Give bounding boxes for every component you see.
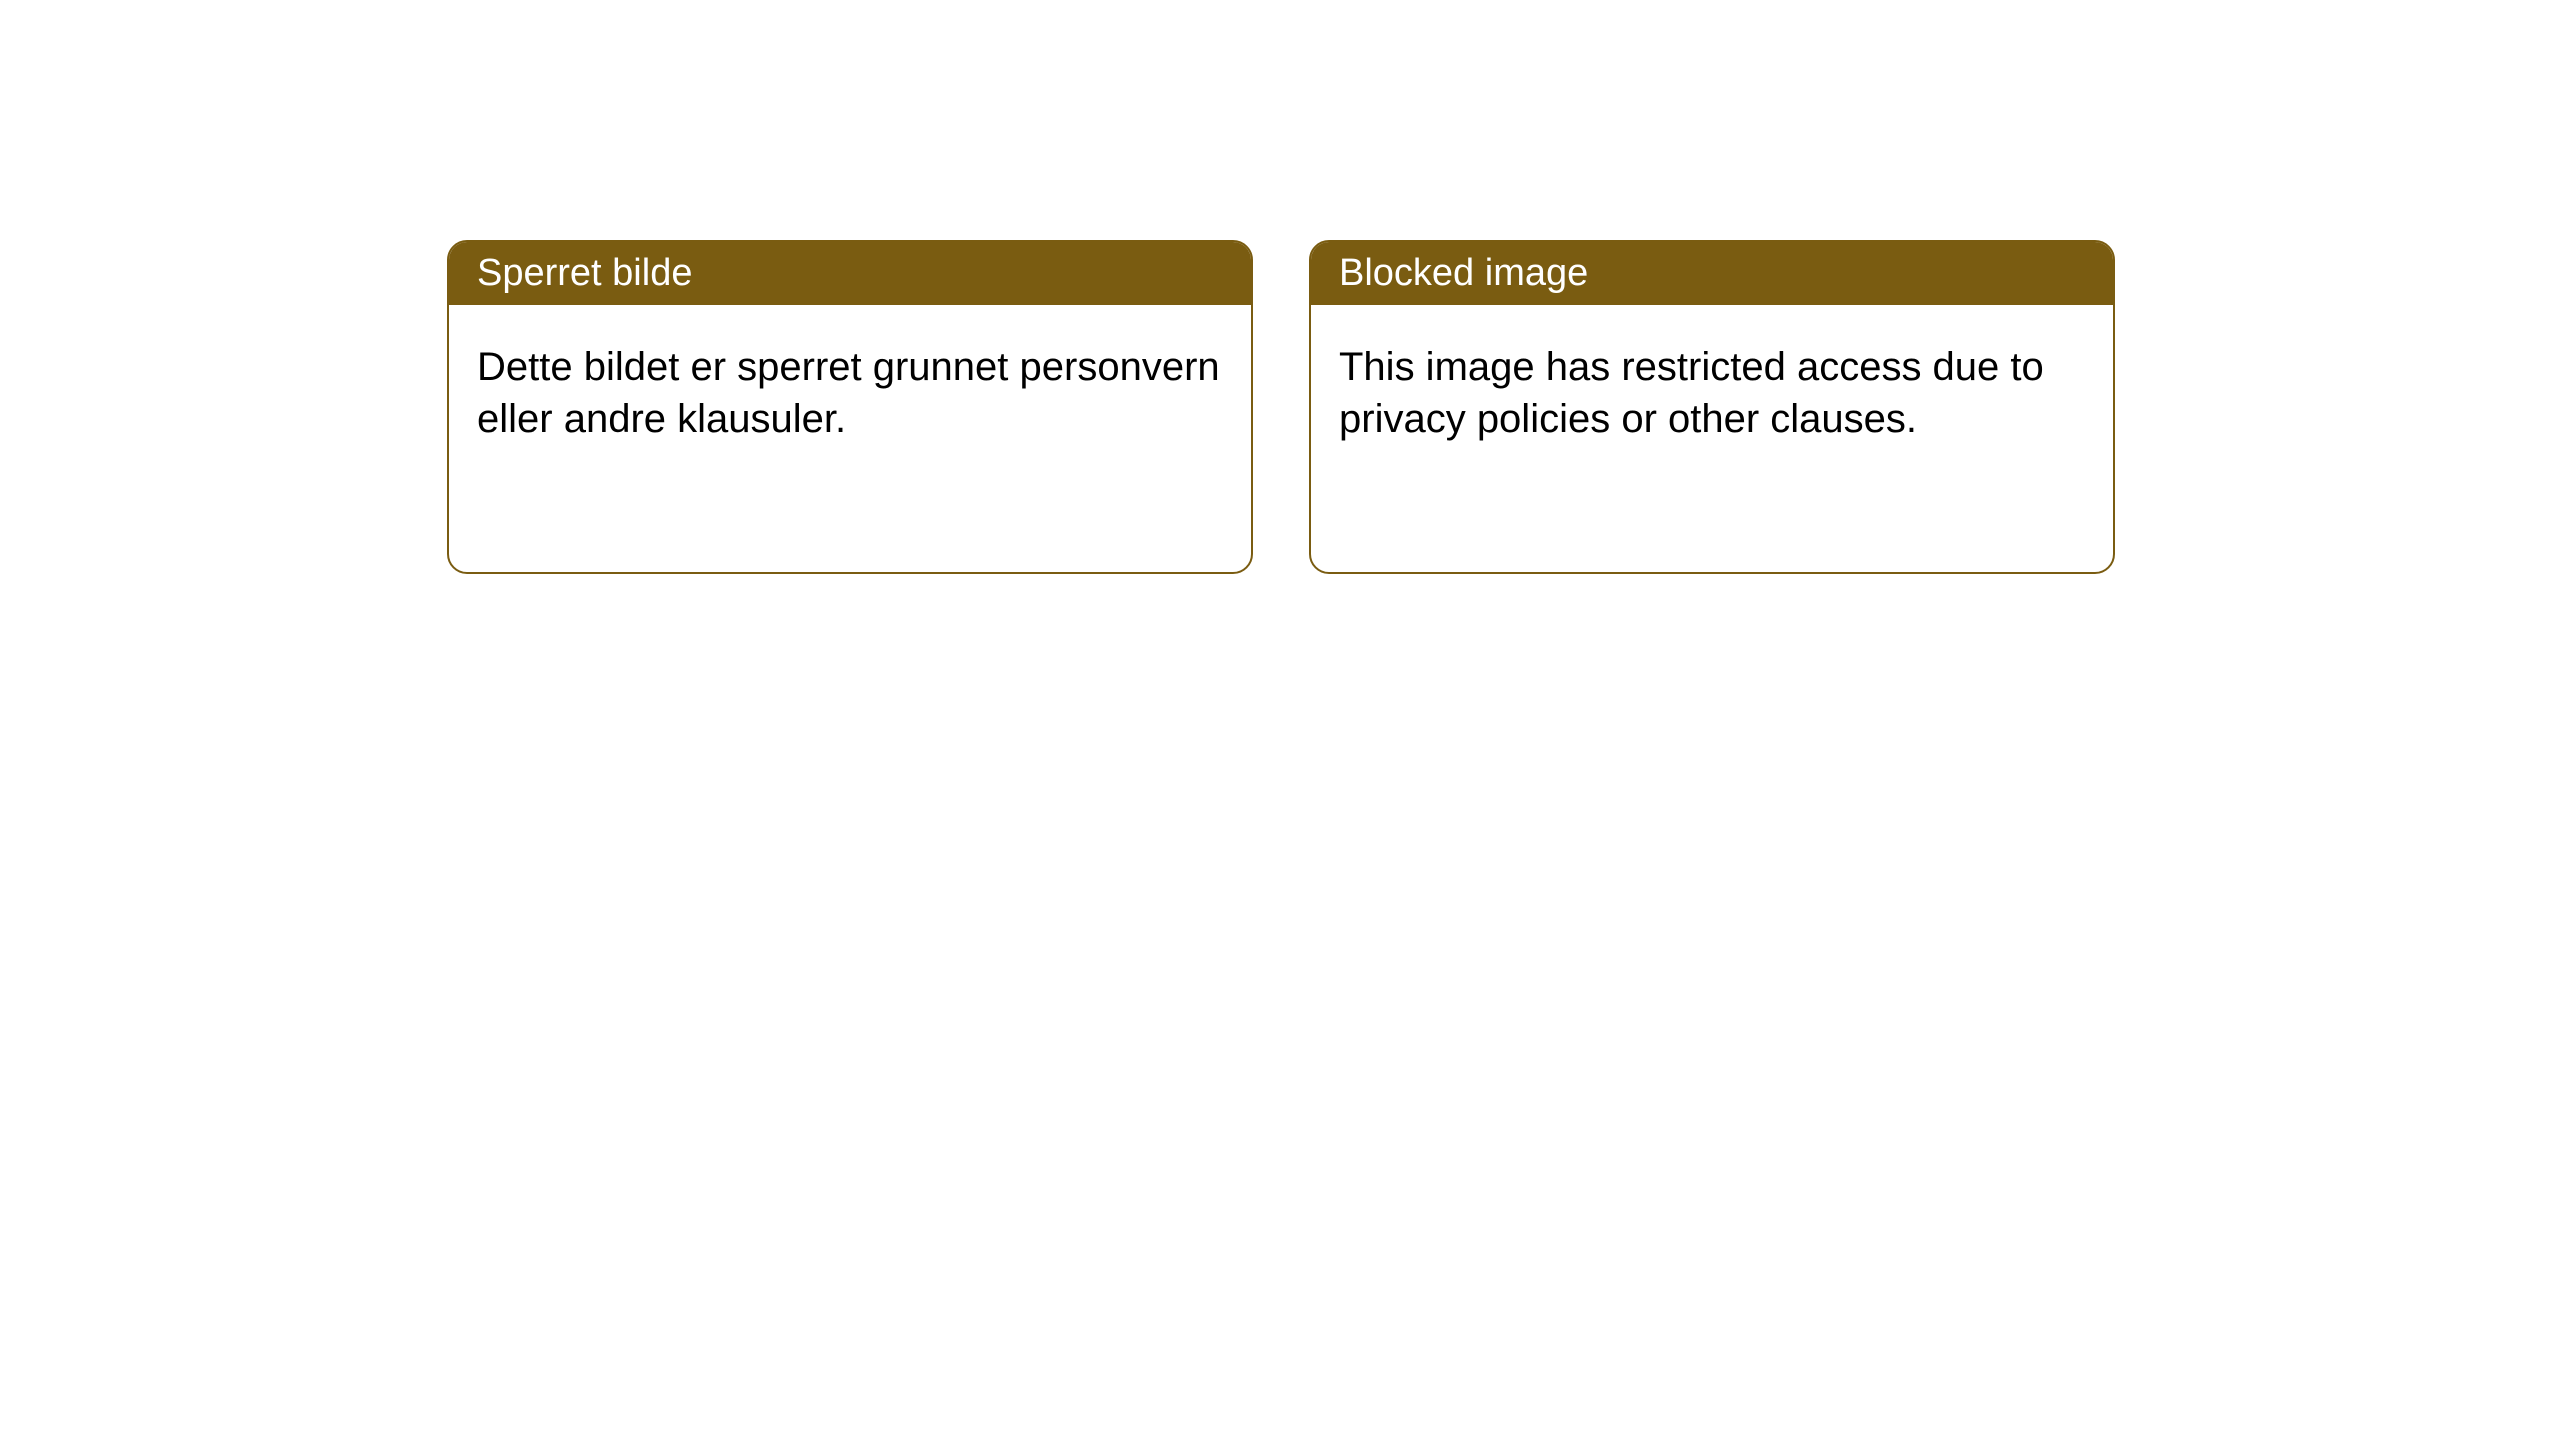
card-title: Sperret bilde xyxy=(477,252,692,294)
card-body: Dette bildet er sperret grunnet personve… xyxy=(449,305,1251,481)
card-title: Blocked image xyxy=(1339,252,1588,294)
card-header: Sperret bilde xyxy=(449,242,1251,305)
card-header: Blocked image xyxy=(1311,242,2113,305)
card-body-text: This image has restricted access due to … xyxy=(1339,345,2044,441)
notice-cards-container: Sperret bilde Dette bildet er sperret gr… xyxy=(0,0,2560,574)
blocked-image-card-norwegian: Sperret bilde Dette bildet er sperret gr… xyxy=(447,240,1253,574)
card-body-text: Dette bildet er sperret grunnet personve… xyxy=(477,345,1220,441)
blocked-image-card-english: Blocked image This image has restricted … xyxy=(1309,240,2115,574)
card-body: This image has restricted access due to … xyxy=(1311,305,2113,481)
